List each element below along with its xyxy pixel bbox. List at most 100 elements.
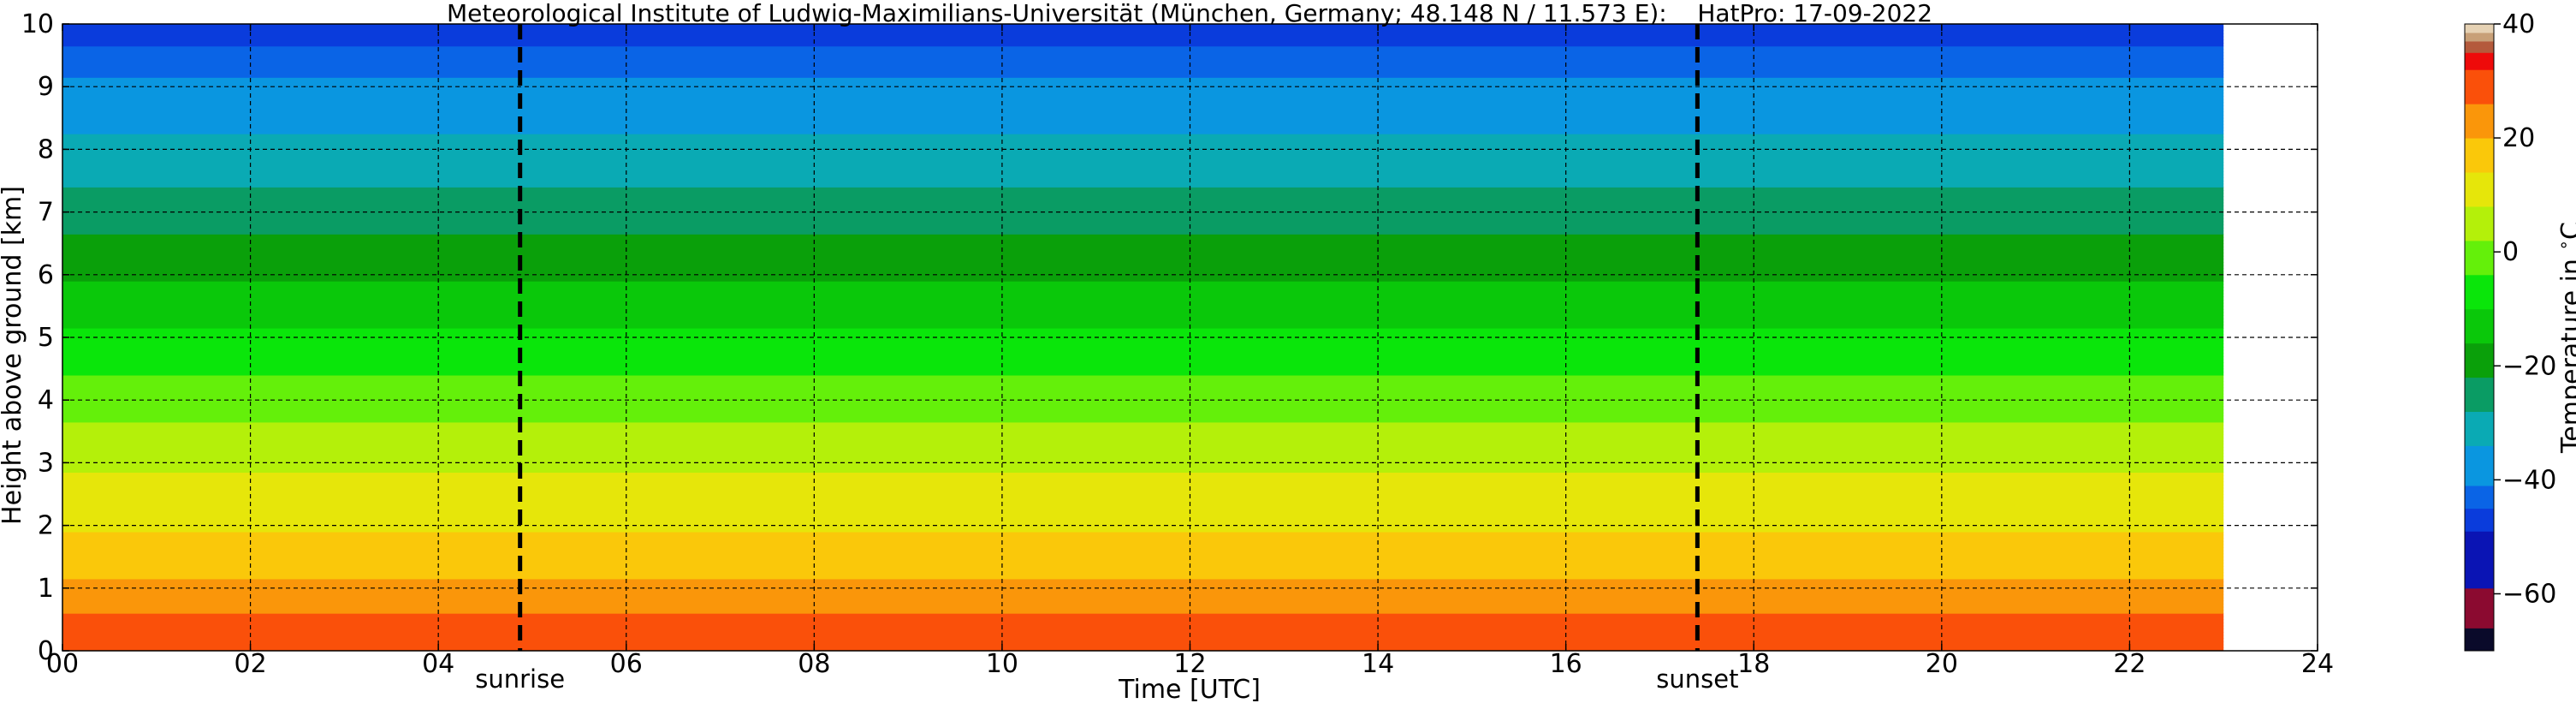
x-tick-label: 16 (1550, 649, 1582, 679)
heatmap-cell (62, 236, 2224, 241)
heatmap-cell (62, 143, 2224, 147)
heatmap-cell (62, 600, 2224, 605)
heatmap-cell (62, 456, 2224, 461)
heatmap-cell (62, 475, 2224, 480)
heatmap-cell (62, 302, 2224, 307)
colorbar-band (2465, 40, 2494, 53)
heatmap-cell (62, 559, 2224, 564)
heatmap-cell (62, 283, 2224, 289)
heatmap-cell (62, 512, 2224, 517)
colorbar-band (2465, 587, 2494, 629)
heatmap-cell (62, 136, 2224, 141)
heatmap-cell (62, 400, 2224, 404)
heatmap-cell (62, 102, 2224, 106)
heatmap-cell (62, 45, 2224, 50)
x-tick-label: 10 (986, 649, 1018, 679)
colorbar-band (2465, 69, 2494, 104)
heatmap-cell (62, 575, 2224, 580)
heatmap-cell (62, 51, 2224, 57)
heatmap-cell (62, 253, 2224, 257)
heatmap-cell (62, 92, 2224, 97)
heatmap-cell (62, 374, 2224, 379)
heatmap-cell (62, 384, 2224, 389)
heatmap-cell (62, 189, 2224, 194)
heatmap-cell (62, 478, 2224, 482)
x-tick-label: 02 (234, 649, 266, 679)
heatmap-cell (62, 27, 2224, 31)
heatmap-cell (62, 547, 2224, 551)
colorbar-tick-label: −20 (2502, 351, 2556, 381)
heatmap-cell (62, 538, 2224, 542)
x-axis-label: Time [UTC] (1118, 675, 1261, 705)
heatmap-cell (62, 462, 2224, 467)
heatmap-cell (62, 412, 2224, 417)
heatmap-cell (62, 387, 2224, 391)
heatmap-cell (62, 425, 2224, 429)
heatmap-cell (62, 77, 2224, 81)
heatmap-cell (62, 111, 2224, 116)
colorbar-tick-label: 40 (2502, 9, 2535, 39)
heatmap-cell (62, 96, 2224, 100)
y-tick-label: 0 (38, 636, 54, 666)
heatmap-cell (62, 255, 2224, 260)
heatmap-cell (62, 406, 2224, 410)
heatmap-cell (62, 89, 2224, 94)
heatmap-cell (62, 365, 2224, 370)
heatmap-cell (62, 315, 2224, 319)
heatmap-cell (62, 319, 2224, 323)
x-tick-label: 22 (2113, 649, 2146, 679)
heatmap-cell (62, 193, 2224, 197)
heatmap-cell (62, 274, 2224, 279)
heatmap-cell (62, 202, 2224, 206)
heatmap-cell (62, 105, 2224, 110)
y-tick-label: 5 (38, 323, 54, 353)
y-tick-label: 6 (38, 260, 54, 290)
heatmap-cell (62, 550, 2224, 555)
heatmap-cell (62, 644, 2224, 648)
y-tick-label: 3 (38, 448, 54, 478)
heatmap-cell (62, 36, 2224, 40)
heatmap-cell (62, 134, 2224, 138)
heatmap-cell (62, 243, 2224, 247)
heatmap-cell (62, 409, 2224, 414)
heatmap-cell (62, 604, 2224, 608)
heatmap-cell (62, 444, 2224, 448)
heatmap-cell (62, 234, 2224, 238)
heatmap-cell (62, 152, 2224, 157)
x-tick-label: 08 (798, 649, 830, 679)
colorbar-tick-label: 0 (2502, 237, 2519, 267)
heatmap-cell (62, 199, 2224, 204)
heatmap-cell (62, 328, 2224, 332)
heatmap-cell (62, 440, 2224, 445)
heatmap-cell (62, 271, 2224, 276)
heatmap-cell (62, 306, 2224, 310)
heatmap-cell (62, 372, 2224, 376)
heatmap-cell (62, 625, 2224, 629)
colorbar-band (2465, 24, 2494, 33)
heatmap-cell (62, 49, 2224, 53)
x-tick-label: 06 (610, 649, 643, 679)
y-tick-label: 10 (21, 9, 54, 39)
heatmap-cell (62, 124, 2224, 128)
heatmap-cell (62, 450, 2224, 455)
heatmap-cell (62, 346, 2224, 351)
x-tick-label: 20 (1926, 649, 1958, 679)
heatmap-cell (62, 534, 2224, 539)
colorbar-band (2465, 343, 2494, 378)
heatmap-cell (62, 140, 2224, 144)
colorbar-band (2465, 508, 2494, 532)
heatmap-cell (62, 127, 2224, 132)
heatmap-cell (62, 487, 2224, 492)
colorbar-tick-label: 20 (2502, 123, 2535, 153)
colorbar-tick-label: −60 (2502, 579, 2556, 609)
colorbar-band (2465, 531, 2494, 589)
heatmap-cell (62, 130, 2224, 134)
heatmap-cell (62, 503, 2224, 508)
heatmap-cell (62, 321, 2224, 325)
heatmap-cell (62, 246, 2224, 251)
heatmap-cell (62, 230, 2224, 235)
heatmap-cell (62, 431, 2224, 436)
x-tick-label: 18 (1737, 649, 1770, 679)
heatmap-cell (62, 268, 2224, 272)
